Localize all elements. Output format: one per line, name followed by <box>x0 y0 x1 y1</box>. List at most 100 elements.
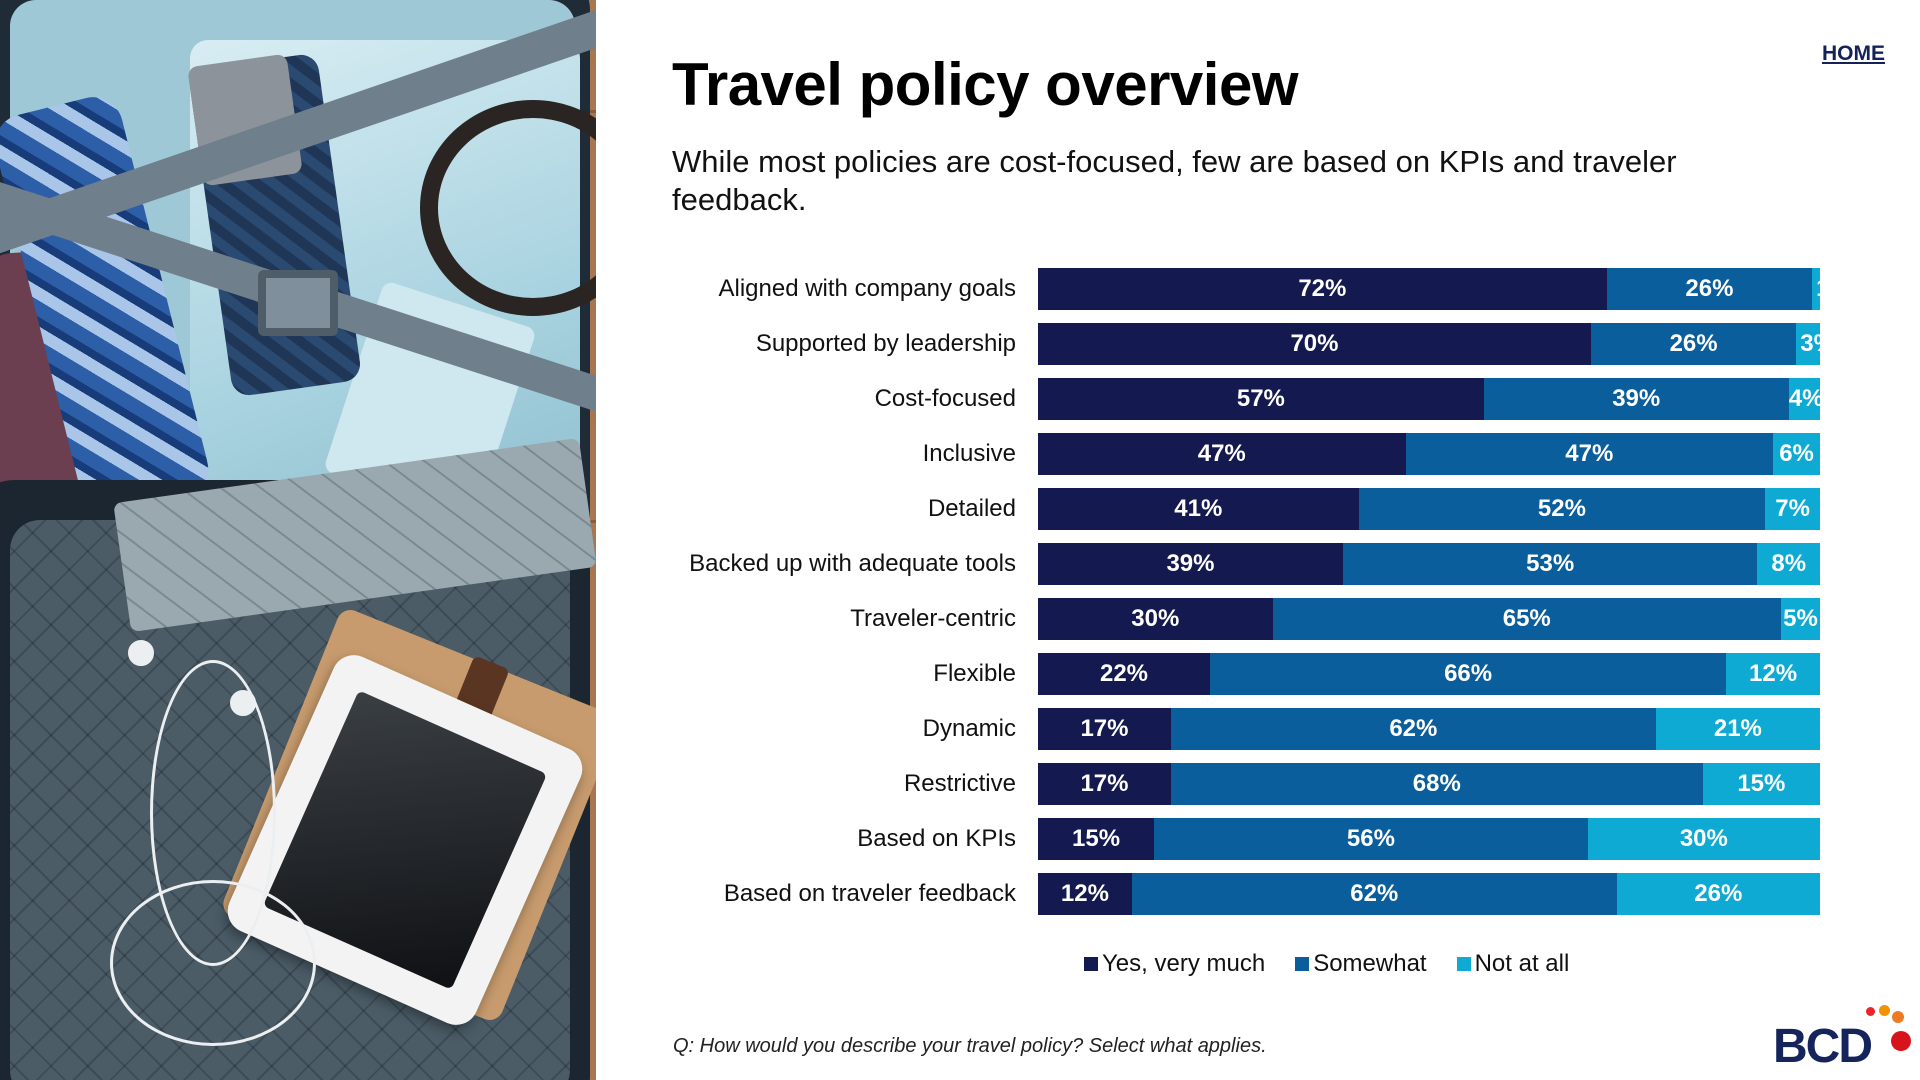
category-label: Dynamic <box>922 715 1016 742</box>
legend-label: Yes, very much <box>1102 950 1266 977</box>
data-label: 17% <box>1080 770 1129 797</box>
earphone-cable <box>110 880 316 1046</box>
category-label: Detailed <box>927 495 1016 522</box>
bar-segment <box>1038 378 1484 420</box>
data-label: 39% <box>1612 385 1661 412</box>
data-label: 15% <box>1737 770 1786 797</box>
data-label: 62% <box>1389 715 1438 742</box>
bar-segment <box>1655 708 1820 750</box>
bar-segment <box>1358 488 1766 530</box>
bar-segment <box>1038 543 1343 585</box>
data-label: 52% <box>1537 495 1586 522</box>
legend-item: Not at all <box>1456 950 1570 978</box>
legend-item: Yes, very much <box>1084 950 1265 978</box>
bar-segment <box>1773 433 1820 475</box>
data-label: 66% <box>1444 660 1493 687</box>
data-label: 70% <box>1290 330 1339 357</box>
category-label: Based on KPIs <box>857 825 1016 852</box>
bar-segment <box>1038 433 1406 475</box>
data-label: 6% <box>1779 440 1814 467</box>
bar-segment <box>1131 873 1617 915</box>
category-label: Inclusive <box>922 440 1016 467</box>
bar-segment <box>1342 543 1758 585</box>
logo-dot <box>1891 1031 1911 1051</box>
data-label: 5% <box>1783 605 1818 632</box>
legend-label: Not at all <box>1474 950 1570 977</box>
data-label: 1% <box>1816 275 1824 302</box>
bar-segment <box>1757 543 1820 585</box>
data-label: 26% <box>1669 330 1718 357</box>
data-label: 30% <box>1679 825 1728 852</box>
bar-segment <box>1587 818 1820 860</box>
data-label: 62% <box>1350 880 1399 907</box>
data-label: 65% <box>1502 605 1551 632</box>
bar-segment <box>1038 488 1359 530</box>
bar-segment <box>1038 873 1132 915</box>
data-label: 3% <box>1800 330 1824 357</box>
earbud <box>128 640 154 666</box>
bar-segment <box>1170 708 1656 750</box>
chart-legend: Yes, very much Somewhat Not at all <box>1084 950 1569 978</box>
legend-swatch <box>1456 957 1471 971</box>
data-label: 22% <box>1099 660 1149 687</box>
data-label: 47% <box>1197 440 1246 467</box>
logo-dot <box>1866 1007 1875 1016</box>
data-label: 12% <box>1060 880 1109 907</box>
logo-dot <box>1892 1011 1904 1023</box>
category-label: Based on traveler feedback <box>723 880 1016 907</box>
data-label: 47% <box>1565 440 1614 467</box>
legend-item: Somewhat <box>1295 950 1427 978</box>
data-label: 56% <box>1346 825 1395 852</box>
stacked-bar-chart: Aligned with company goals 72% 26% 1% Suppor… <box>660 260 1830 915</box>
bar-segment <box>1154 818 1588 860</box>
logo-dot <box>1879 1005 1890 1016</box>
bar-segment <box>1038 653 1211 695</box>
category-label: Traveler-centric <box>850 605 1016 632</box>
data-label: 26% <box>1685 275 1734 302</box>
survey-question-footnote: Q: How would you describe your travel po… <box>673 1035 1267 1057</box>
suitcase-photo <box>0 0 596 1080</box>
category-label: Cost-focused <box>874 385 1016 412</box>
category-label: Backed up with adequate tools <box>689 550 1016 577</box>
data-label: 72% <box>1298 275 1347 302</box>
bar-segment <box>1483 378 1789 420</box>
strap-buckle <box>258 270 338 336</box>
bcd-logo: BCD <box>1773 1005 1913 1075</box>
category-label: Flexible <box>933 660 1016 687</box>
bar-segment <box>1038 268 1607 310</box>
bar-segment <box>1038 763 1171 805</box>
bar-segment <box>1788 378 1820 420</box>
data-label: 8% <box>1771 550 1807 577</box>
bar-segment <box>1726 653 1820 695</box>
legend-swatch <box>1084 957 1098 971</box>
data-label: 53% <box>1526 550 1575 577</box>
bar-segment <box>1405 433 1774 475</box>
bar-segment <box>1606 268 1813 310</box>
bar-segment <box>1765 488 1820 530</box>
bar-segment <box>1590 323 1797 365</box>
legend-label: Somewhat <box>1313 950 1427 977</box>
bar-segment <box>1038 598 1273 640</box>
category-label: Aligned with company goals <box>718 275 1016 302</box>
page-subtitle: While most policies are cost-focused, fe… <box>672 144 1677 217</box>
data-label: 7% <box>1775 495 1810 522</box>
logo-text: BCD <box>1773 1020 1873 1073</box>
bar-segment <box>1170 763 1703 805</box>
data-label: 4% <box>1788 385 1820 412</box>
bar-segment <box>1812 268 1820 310</box>
bar-segment <box>1616 873 1820 915</box>
data-label: 12% <box>1749 660 1798 687</box>
bar-segment <box>1038 818 1155 860</box>
data-label: 15% <box>1072 825 1121 852</box>
bar-segment <box>1210 653 1727 695</box>
bar-segment <box>1038 708 1171 750</box>
bar-segment <box>1780 598 1820 640</box>
bar-segment <box>1702 763 1820 805</box>
data-label: 21% <box>1713 715 1762 742</box>
home-link[interactable]: HOME <box>1822 42 1885 65</box>
data-label: 26% <box>1694 880 1743 907</box>
data-label: 68% <box>1412 770 1461 797</box>
bar-segment <box>1272 598 1781 640</box>
category-label: Restrictive <box>903 770 1016 797</box>
data-label: 41% <box>1174 495 1223 522</box>
